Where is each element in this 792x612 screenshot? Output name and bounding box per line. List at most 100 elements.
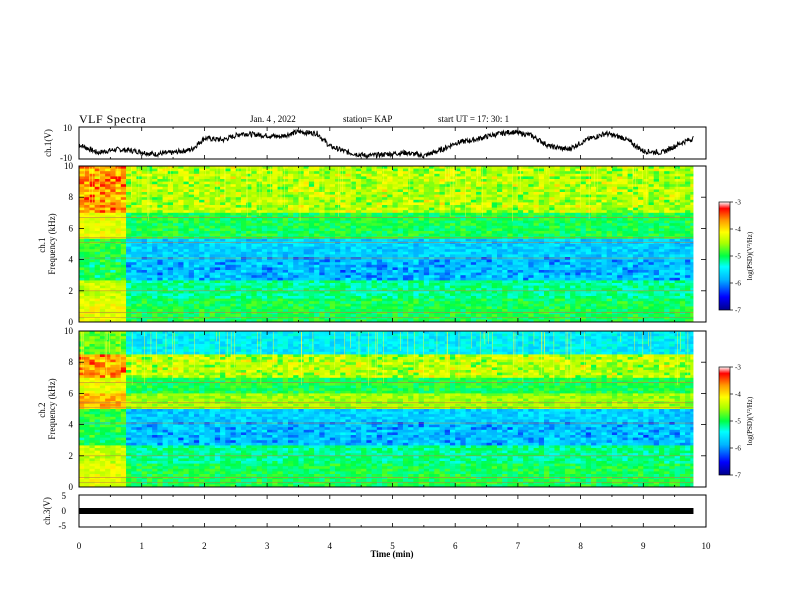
spectrogram-cell bbox=[178, 270, 184, 273]
spectrogram-cell bbox=[402, 241, 409, 245]
spectrogram-cell bbox=[209, 277, 216, 281]
spectrogram-cell bbox=[230, 228, 237, 232]
spectrogram-cell bbox=[126, 249, 132, 253]
spectrogram-cell bbox=[115, 288, 122, 292]
spectrogram-cell bbox=[423, 168, 430, 172]
spectrogram-cell bbox=[230, 290, 237, 294]
spectrogram-cell bbox=[481, 316, 487, 320]
spectrogram-cell bbox=[115, 223, 122, 227]
spectrogram-cell bbox=[481, 314, 487, 318]
spectrogram-cell bbox=[288, 189, 294, 193]
spectrogram-cell bbox=[298, 181, 305, 185]
spectrogram-cell bbox=[486, 319, 493, 323]
ch1-waveform-ylabel: ch.1(V) bbox=[43, 129, 53, 157]
spectrogram-cell bbox=[387, 220, 393, 224]
spectrogram-cell bbox=[387, 309, 393, 312]
spectrogram-cell bbox=[397, 228, 404, 232]
spectrogram-cell bbox=[335, 303, 341, 307]
spectrogram-cell bbox=[235, 173, 242, 177]
spectrogram-cell bbox=[329, 283, 336, 286]
spectrogram-cell bbox=[209, 189, 216, 193]
spectrogram-cell bbox=[162, 176, 169, 180]
spectrogram-cell bbox=[167, 238, 174, 242]
spectrogram-cell bbox=[465, 259, 472, 263]
spectrogram-cell bbox=[230, 285, 237, 289]
spectrogram-cell bbox=[204, 296, 211, 299]
spectrogram-cell bbox=[439, 259, 446, 263]
spectrogram-cell bbox=[230, 316, 237, 320]
spectrogram-cell bbox=[350, 225, 357, 229]
spectrogram-cell bbox=[455, 272, 461, 276]
spectrogram-cell bbox=[444, 285, 451, 289]
spectrogram-cell bbox=[502, 238, 508, 242]
spectrogram-cell bbox=[491, 179, 498, 182]
spectrogram-cell bbox=[99, 199, 106, 203]
spectrogram-cell bbox=[376, 293, 383, 297]
spectrogram-cell bbox=[157, 270, 164, 273]
spectrogram-cell bbox=[340, 215, 346, 219]
spectrogram-cell bbox=[350, 197, 357, 201]
spectrogram-cell bbox=[126, 212, 132, 216]
spectrogram-cell bbox=[486, 168, 493, 172]
spectrogram-cell bbox=[267, 184, 273, 188]
spectrogram-cell bbox=[131, 171, 137, 175]
spectrogram-cell bbox=[214, 202, 221, 206]
spectrogram-cell bbox=[277, 189, 284, 193]
spectrogram-cell bbox=[277, 264, 284, 268]
spectrogram-cell bbox=[340, 298, 346, 302]
spectrogram-cell bbox=[476, 215, 482, 219]
spectrogram-cell bbox=[251, 280, 258, 284]
spectrogram-cell bbox=[89, 171, 96, 175]
spectrogram-cell bbox=[193, 293, 200, 297]
spectrogram-cell bbox=[303, 173, 310, 177]
spectrogram-cell bbox=[303, 246, 310, 250]
spectrogram-cell bbox=[486, 207, 493, 211]
spectrogram-cell bbox=[251, 231, 258, 234]
spectrogram-cell bbox=[214, 238, 221, 242]
spectrogram-cell bbox=[371, 290, 378, 294]
spectrogram-cell bbox=[126, 272, 132, 276]
spectrogram-cell bbox=[434, 272, 440, 276]
spectrogram-cell bbox=[324, 306, 331, 310]
spectrogram-cell bbox=[89, 238, 96, 242]
spectrogram-cell bbox=[141, 249, 148, 253]
spectrogram-cell bbox=[204, 257, 211, 260]
spectrogram-cell bbox=[235, 199, 242, 203]
spectrogram-cell bbox=[507, 215, 514, 219]
spectrogram-cell bbox=[225, 205, 231, 208]
spectrogram-cell bbox=[497, 228, 503, 232]
spectrogram-cell bbox=[476, 246, 482, 250]
spectrogram-cell bbox=[136, 246, 143, 250]
spectrogram-cell bbox=[382, 225, 388, 229]
spectrogram-cell bbox=[444, 220, 451, 224]
spectrogram-cell bbox=[434, 303, 440, 307]
spectrogram-cell bbox=[434, 309, 440, 312]
spectrogram-cell bbox=[340, 257, 346, 260]
spectrogram-cell bbox=[261, 173, 268, 177]
spectrogram-cell bbox=[476, 249, 482, 253]
spectrogram-cell bbox=[335, 259, 341, 263]
spectrogram-cell bbox=[89, 181, 96, 185]
spectrogram-cell bbox=[251, 194, 258, 198]
spectrogram-cell bbox=[371, 264, 378, 268]
spectrogram-cell bbox=[183, 223, 190, 227]
spectrogram-cell bbox=[167, 293, 174, 297]
spectrogram-cell bbox=[146, 288, 153, 292]
spectrogram-cell bbox=[99, 259, 106, 263]
spectrogram-cell bbox=[298, 262, 305, 266]
spectrogram-cell bbox=[470, 212, 477, 216]
spectrogram-cell bbox=[392, 197, 399, 201]
spectrogram-cell bbox=[350, 218, 357, 221]
spectrogram-cell bbox=[141, 280, 148, 284]
spectrogram-cell bbox=[481, 233, 487, 237]
spectrogram-cell bbox=[465, 264, 472, 268]
spectrogram-cell bbox=[460, 314, 467, 318]
spectrogram-cell bbox=[423, 283, 430, 286]
spectrogram-cell bbox=[455, 207, 461, 211]
spectrogram-cell bbox=[434, 207, 440, 211]
spectrogram-cell bbox=[79, 309, 85, 312]
spectrogram-cell bbox=[267, 301, 273, 305]
spectrogram-cell bbox=[465, 309, 472, 312]
spectrogram-cell bbox=[470, 270, 477, 273]
spectrogram-cell bbox=[193, 192, 200, 195]
